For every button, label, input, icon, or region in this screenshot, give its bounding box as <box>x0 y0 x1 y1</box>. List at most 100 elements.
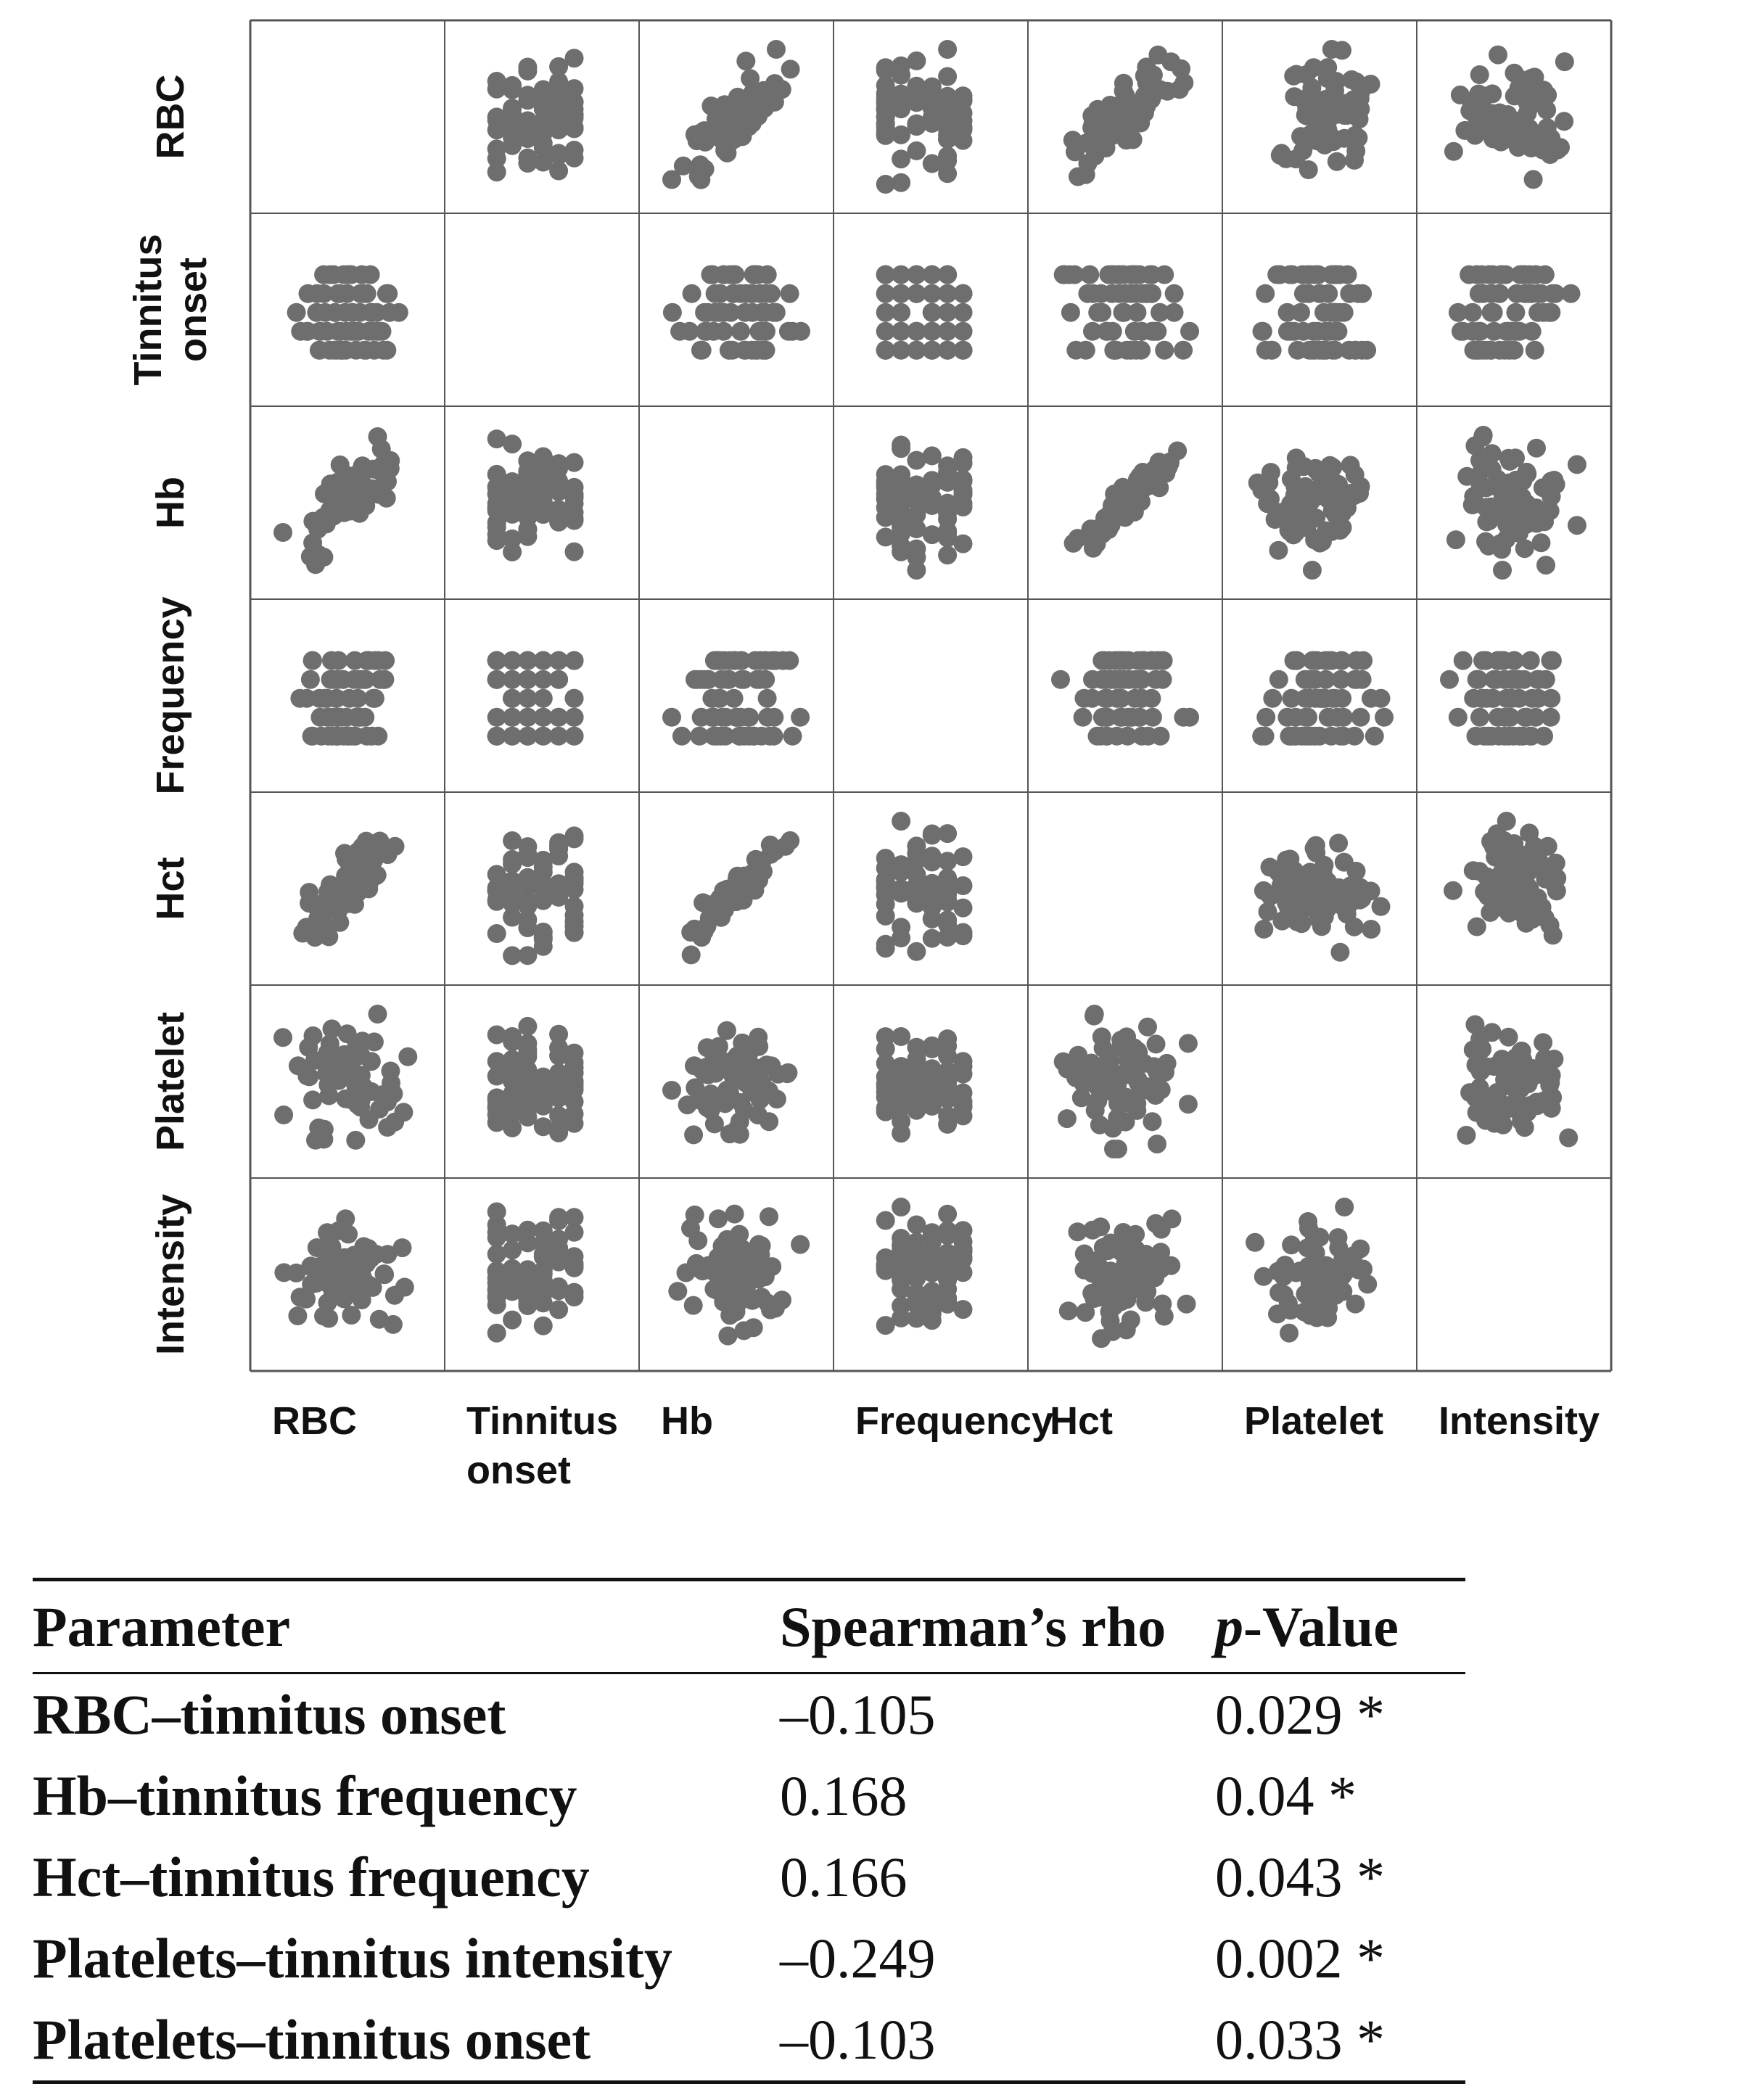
scatter-point <box>1133 479 1153 499</box>
scatter-point <box>1111 103 1131 123</box>
scatter-point <box>274 1105 294 1124</box>
scatter-point <box>322 474 342 494</box>
row-rho: –0.249 <box>780 1927 936 1990</box>
scatter-point <box>876 1211 895 1230</box>
scatter-point <box>1491 534 1510 553</box>
scatter-point <box>953 453 973 473</box>
table-row: Platelets–tinnitus intensity –0.249 0.00… <box>33 1918 1465 1999</box>
column-label-line: Tinnitus <box>466 1399 618 1443</box>
scatter-point <box>701 265 720 284</box>
scatter-point <box>1450 85 1470 104</box>
scatter-point <box>780 284 799 303</box>
scatter-point <box>1061 302 1080 322</box>
scatter-point <box>533 707 553 727</box>
scatter-point <box>725 1204 744 1224</box>
scatter-point <box>564 1043 584 1063</box>
scatter-point <box>760 1207 778 1227</box>
scatter-point <box>767 40 786 59</box>
row-label: Hb <box>148 477 193 529</box>
scatter-point <box>518 670 538 689</box>
scatter-point <box>1063 533 1083 553</box>
scatter-point <box>533 1316 553 1335</box>
scatter-point <box>1277 302 1297 322</box>
scatter-point <box>922 87 942 107</box>
scatter-point <box>1510 524 1528 543</box>
scatter-point <box>953 847 973 867</box>
scatter-point <box>938 824 958 844</box>
scatter-point <box>1269 540 1288 560</box>
scatter-point <box>503 99 522 118</box>
scatter-point <box>760 835 780 855</box>
row-label: Platelet <box>148 1012 193 1151</box>
scatter-point <box>385 1112 405 1132</box>
scatter-point <box>907 519 926 538</box>
scatter-point <box>1542 1098 1561 1118</box>
scatter-point <box>1547 881 1566 901</box>
scatter-point <box>1499 485 1519 503</box>
row-parameter: Platelets–tinnitus onset <box>33 2008 591 2071</box>
scatter-point <box>1448 707 1468 727</box>
scatter-point <box>564 1077 584 1097</box>
scatter-point <box>1145 460 1164 479</box>
scatter-point <box>1470 450 1489 470</box>
scatter-point <box>487 162 506 182</box>
scatter-point <box>384 1084 403 1103</box>
row-label-line: Tinnitus <box>126 234 170 386</box>
scatter-point <box>1268 1304 1287 1324</box>
scatter-point <box>892 812 911 831</box>
scatter-point <box>375 1265 395 1285</box>
scatter-point <box>503 849 522 869</box>
scatter-point <box>791 1235 810 1254</box>
scatter-point <box>549 1024 569 1044</box>
scatter-point <box>310 707 330 727</box>
scatter-point <box>681 945 701 965</box>
scatter-point <box>389 302 408 322</box>
scatter-point <box>300 670 320 689</box>
scatter-point <box>1313 472 1333 492</box>
scatter-point <box>953 1057 973 1076</box>
scatter-point <box>1346 651 1366 670</box>
scatter-point <box>503 1310 522 1330</box>
scatter-point <box>736 302 755 322</box>
scatter-point <box>1301 1303 1320 1322</box>
column-label: Frequency <box>855 1396 1053 1446</box>
column-label: RBC <box>272 1396 357 1446</box>
scatter-point <box>503 1027 522 1046</box>
scatter-point <box>1457 1126 1476 1145</box>
scatter-point <box>892 472 911 492</box>
scatter-point <box>1104 1140 1123 1158</box>
scatter-point <box>1469 84 1489 104</box>
scatter-point <box>892 99 911 119</box>
scatter-point <box>1113 302 1132 322</box>
scatter-point <box>907 561 926 580</box>
scatter-point <box>1506 302 1526 322</box>
scatter-point <box>688 167 708 186</box>
scatter-point <box>938 302 958 322</box>
scatter-point <box>678 1095 697 1115</box>
scatter-point <box>518 726 538 746</box>
scatter-point <box>303 1090 323 1110</box>
scatter-point <box>503 871 522 891</box>
table-row: RBC–tinnitus onset –0.105 0.029 * <box>33 1674 1465 1755</box>
scatter-point <box>953 340 973 360</box>
row-label-line: Platelet <box>149 1011 192 1152</box>
scatter-point <box>1100 509 1119 529</box>
scatter-point <box>1497 870 1516 889</box>
scatter-point <box>907 114 926 133</box>
scatter-point <box>533 881 553 900</box>
scatter-point <box>368 321 387 341</box>
scatter-point <box>1151 726 1170 746</box>
scatter-point <box>717 670 737 689</box>
scatter-point <box>690 726 709 746</box>
scatter-point <box>564 1282 584 1302</box>
scatter-point <box>1493 561 1512 580</box>
scatter-point <box>338 726 358 746</box>
scatter-point <box>564 829 584 849</box>
scatter-point <box>1318 707 1338 727</box>
scatter-point <box>1304 1227 1324 1246</box>
scatter-point <box>549 57 569 76</box>
scatter-point <box>503 1050 522 1069</box>
scatter-point <box>720 265 740 284</box>
scatter-point <box>564 108 584 128</box>
row-parameter: Hb–tinnitus frequency <box>33 1764 577 1827</box>
